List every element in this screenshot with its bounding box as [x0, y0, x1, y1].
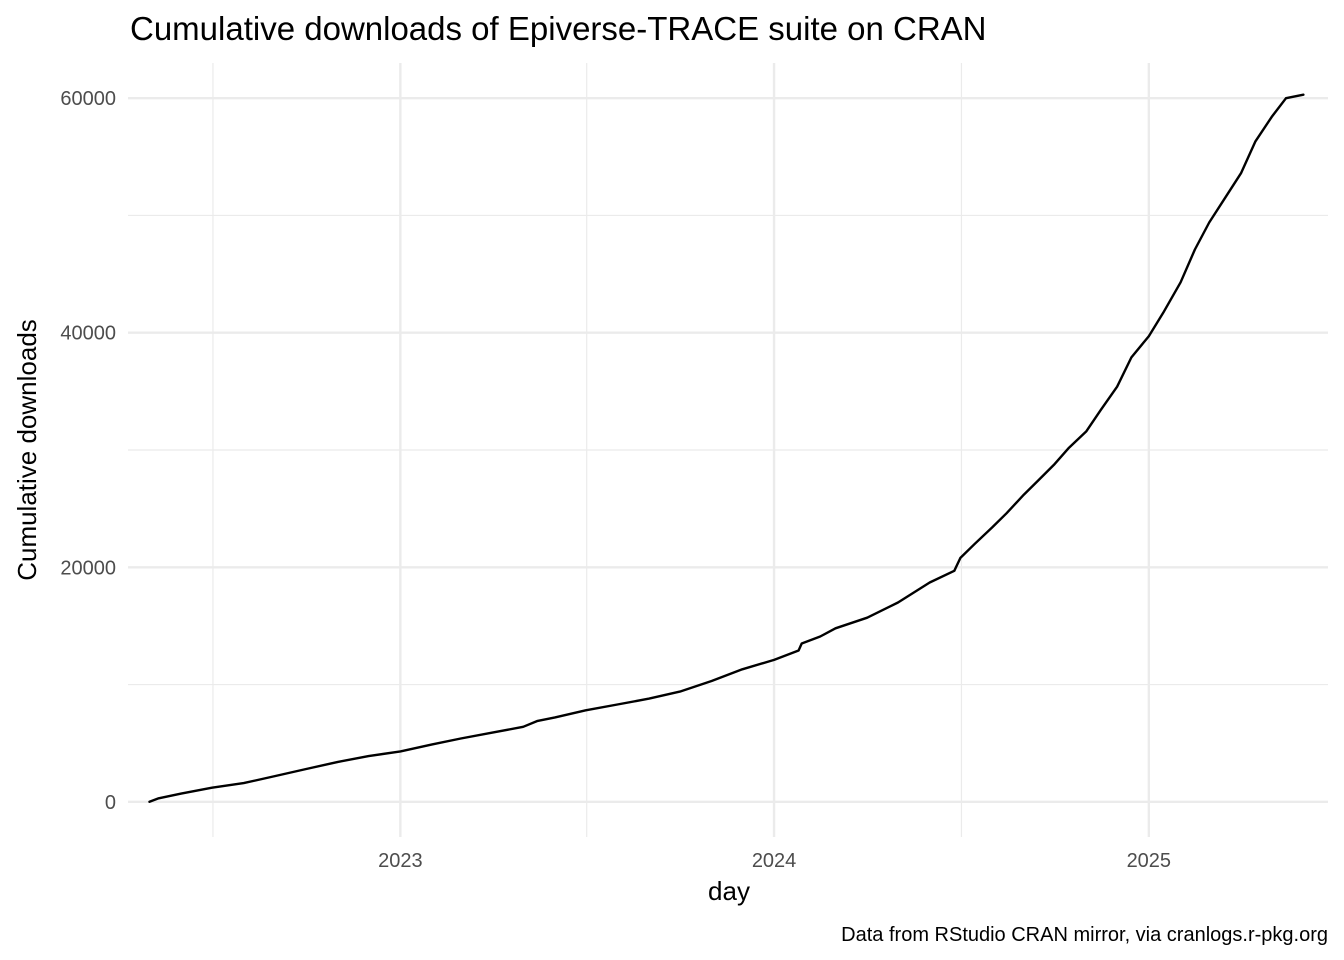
tick-label-layer: 0 20000 40000 60000 2023 2024 2025 — [60, 88, 1171, 872]
y-tick-label: 40000 — [60, 323, 116, 345]
y-tick-label: 0 — [105, 792, 116, 814]
chart-title: Cumulative downloads of Epiverse-TRACE s… — [130, 10, 987, 47]
series-layer — [148, 93, 1305, 803]
x-axis-title: day — [708, 876, 750, 906]
chart-caption: Data from RStudio CRAN mirror, via cranl… — [841, 924, 1328, 946]
cumulative-downloads-line — [148, 93, 1305, 803]
y-axis-title: Cumulative downloads — [12, 319, 42, 581]
x-tick-label: 2025 — [1127, 850, 1172, 872]
grid-layer — [128, 63, 1328, 837]
x-tick-label: 2024 — [752, 850, 797, 872]
y-tick-label: 60000 — [60, 88, 116, 110]
y-tick-label: 20000 — [60, 557, 116, 579]
x-tick-label: 2023 — [378, 850, 423, 872]
